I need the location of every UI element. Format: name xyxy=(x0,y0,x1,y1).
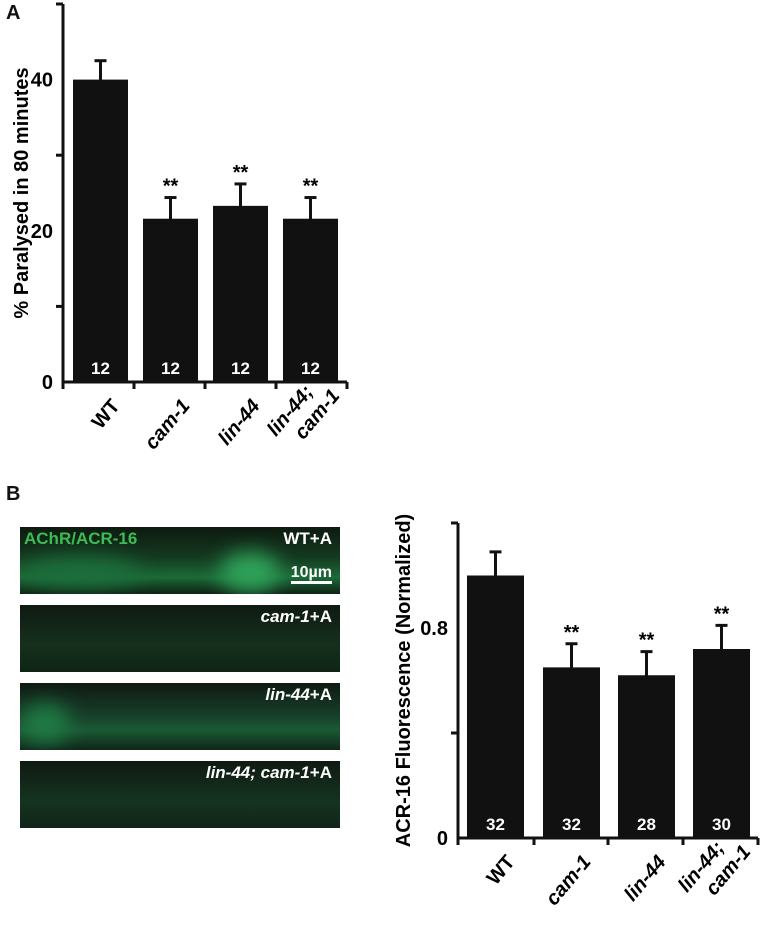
bar xyxy=(618,675,675,838)
genotype-label: cam-1+A xyxy=(260,607,332,626)
bar xyxy=(467,575,524,838)
x-category-label: cam-1 xyxy=(542,851,596,909)
micrograph-lin-44-cam-1: lin-44; cam-1+A xyxy=(20,761,340,828)
bar xyxy=(283,218,338,382)
sample-size: 12 xyxy=(91,359,110,378)
x-category-label: cam-1 xyxy=(141,395,195,453)
x-category-label: lin-44 xyxy=(620,851,670,905)
significance-marker: ** xyxy=(564,622,580,644)
sample-size: 12 xyxy=(231,359,250,378)
significance-marker: ** xyxy=(163,176,179,198)
micrograph-lin-44: lin-44+A xyxy=(20,683,340,750)
y-axis-label: ACR-16 Fluorescence (Normalized) xyxy=(393,514,415,847)
significance-marker: ** xyxy=(714,603,730,625)
significance-marker: ** xyxy=(233,162,249,184)
bar xyxy=(213,205,268,382)
y-tick-label: 0.8 xyxy=(420,618,448,640)
sample-size: 30 xyxy=(712,815,731,834)
micrograph-cam-1: cam-1+A xyxy=(20,605,340,672)
x-category-label: WT xyxy=(88,395,125,433)
genotype-label: WT+A xyxy=(283,529,332,548)
significance-marker: ** xyxy=(639,630,655,652)
y-axis-label: % Paralysed in 80 minutes xyxy=(11,67,33,318)
panel-b-letter: B xyxy=(6,483,21,505)
channel-label: AChR/ACR-16 xyxy=(24,529,138,548)
bar xyxy=(73,79,128,382)
micrograph-wt: AChR/ACR-16 WT+A 10µm xyxy=(20,527,340,594)
sample-size: 32 xyxy=(562,815,581,834)
bar xyxy=(543,667,600,838)
x-category-label: WT xyxy=(483,851,520,889)
genotype-label: lin-44; cam-1+A xyxy=(205,763,332,782)
sample-size: 12 xyxy=(161,359,180,378)
genotype-label: lin-44+A xyxy=(265,685,332,704)
significance-marker: ** xyxy=(303,176,319,198)
y-tick-label: 0 xyxy=(42,372,53,394)
y-tick-label: 40 xyxy=(31,70,53,92)
bar xyxy=(693,649,750,838)
sample-size: 28 xyxy=(637,815,656,834)
sample-size: 12 xyxy=(301,359,320,378)
bar xyxy=(143,218,198,382)
x-category-label: lin-44 xyxy=(214,395,264,449)
y-tick-label: 0 xyxy=(437,828,448,850)
panel-a-bar-chart: 0 20 40% Paralysed in 80 minutes 12 WT ** 12 ca… xyxy=(11,2,349,454)
y-tick-label: 20 xyxy=(31,221,53,243)
panel-a-letter: A xyxy=(6,2,21,24)
scale-bar: 10µm xyxy=(290,565,332,584)
sample-size: 32 xyxy=(486,815,505,834)
